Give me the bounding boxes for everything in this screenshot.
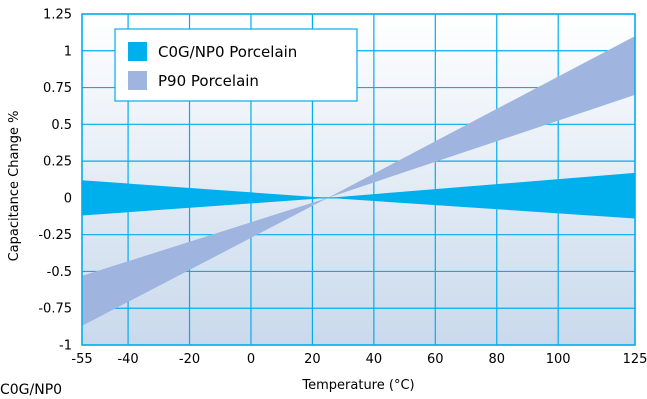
band-p90-porcelain — [82, 36, 635, 326]
y-tick-label: 0.75 — [43, 81, 72, 96]
x-axis-title: Temperature (°C) — [301, 378, 414, 393]
x-tick-label: -40 — [117, 352, 138, 367]
x-tick-label: 100 — [546, 352, 571, 367]
y-tick-label: 1 — [64, 44, 72, 59]
x-tick-label: 80 — [488, 352, 505, 367]
legend-swatch — [128, 71, 147, 90]
x-tick-label: 0 — [247, 352, 255, 367]
x-tick-label: -20 — [179, 352, 200, 367]
y-tick-label: 1.25 — [43, 8, 72, 23]
plot-border — [81, 13, 636, 346]
y-tick-label: -0.25 — [38, 228, 72, 243]
y-tick-label: 0.5 — [51, 118, 72, 133]
y-tick-label: -0.5 — [47, 265, 72, 280]
y-tick-label: 0 — [64, 191, 72, 206]
legend-box — [114, 28, 358, 102]
x-tick-label: 125 — [623, 352, 647, 367]
caption-below: C0G/NP0 — [0, 382, 63, 398]
x-tick-label: -55 — [71, 352, 92, 367]
band-c0g-np0-porcelain — [82, 172, 635, 219]
y-tick-label: 0.25 — [43, 155, 72, 170]
legend-label: C0G/NP0 Porcelain — [158, 43, 297, 61]
x-tick-label: 40 — [366, 352, 383, 367]
legend-swatch — [128, 42, 147, 61]
y-tick-label: -0.75 — [38, 302, 72, 317]
series-bands — [82, 36, 635, 326]
x-tick-label: 60 — [427, 352, 444, 367]
x-tick-label: 20 — [304, 352, 321, 367]
legend-label: P90 Porcelain — [158, 72, 259, 90]
y-tick-label: -1 — [59, 339, 72, 354]
y-axis-title: Capacitance Change % — [7, 111, 22, 262]
legend: C0G/NP0 Porcelain P90 Porcelain — [114, 28, 358, 102]
x-tick-labels: -55 -40 -20 0 20 40 60 80 100 125 — [71, 352, 647, 367]
y-tick-labels: 1.25 1 0.75 0.5 0.25 0 -0.25 -0.5 -0.75 -1 — [38, 8, 72, 354]
